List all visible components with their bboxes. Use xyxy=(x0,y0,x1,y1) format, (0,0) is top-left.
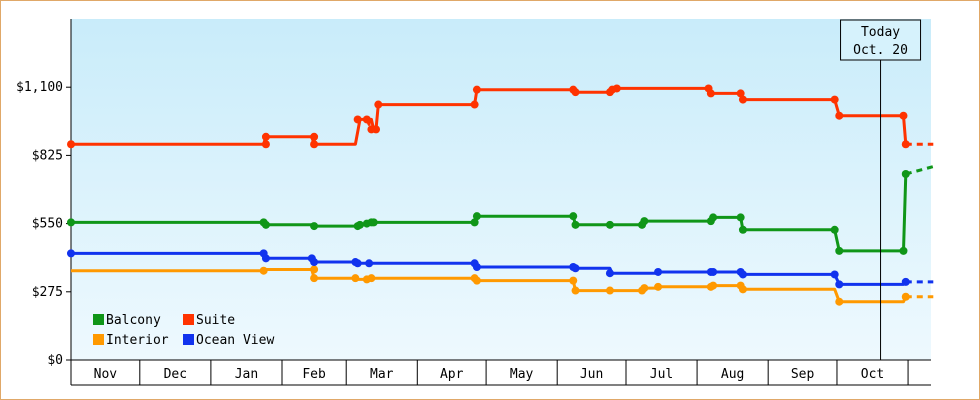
legend-label-interior: Interior xyxy=(106,333,169,348)
data-point xyxy=(901,292,910,301)
data-point xyxy=(612,84,621,93)
data-point xyxy=(901,170,910,178)
data-point xyxy=(310,265,319,274)
y-tick-label: $825 xyxy=(32,148,63,163)
month-label: Jul xyxy=(650,367,673,382)
data-point xyxy=(472,263,481,271)
month-label: Aug xyxy=(721,367,744,382)
data-point xyxy=(372,125,381,134)
data-point xyxy=(899,111,908,120)
data-point xyxy=(369,218,378,227)
data-point xyxy=(259,266,268,275)
data-point xyxy=(736,89,745,98)
plot-area xyxy=(71,19,931,360)
today-label: Today xyxy=(861,25,900,40)
data-point xyxy=(640,217,649,226)
month-label: May xyxy=(510,367,534,382)
data-point xyxy=(67,249,75,258)
data-point xyxy=(261,220,270,229)
data-point xyxy=(470,218,479,227)
data-point xyxy=(67,140,75,149)
data-point xyxy=(362,115,371,124)
month-label: Nov xyxy=(94,367,118,382)
data-point xyxy=(571,88,580,97)
data-point xyxy=(571,220,580,229)
month-label: Sep xyxy=(791,367,815,382)
data-point xyxy=(835,246,844,255)
month-label: Oct xyxy=(861,367,884,382)
data-point xyxy=(736,213,745,222)
month-label: Feb xyxy=(302,367,326,382)
data-point xyxy=(310,222,319,231)
data-point xyxy=(353,115,362,124)
data-point xyxy=(605,269,614,278)
y-tick-label: $275 xyxy=(32,285,63,300)
legend-label-balcony: Balcony xyxy=(106,313,161,328)
legend-swatch-suite xyxy=(183,314,194,325)
data-point xyxy=(901,277,910,286)
data-point xyxy=(738,95,747,104)
month-label: Mar xyxy=(370,367,394,382)
data-point xyxy=(901,140,910,149)
data-point xyxy=(472,212,481,221)
legend-swatch-interior xyxy=(93,334,104,345)
data-point xyxy=(640,284,649,293)
month-label: Jun xyxy=(580,367,603,382)
data-point xyxy=(738,270,747,279)
data-point xyxy=(569,276,578,285)
month-label: Apr xyxy=(440,367,464,382)
data-point xyxy=(654,282,663,291)
legend-swatch-balcony xyxy=(93,314,104,325)
data-point xyxy=(374,100,383,109)
data-point xyxy=(472,85,481,94)
data-point xyxy=(355,220,364,229)
data-point xyxy=(261,254,270,263)
data-point xyxy=(738,225,747,234)
data-point xyxy=(571,264,580,273)
legend-label-suite: Suite xyxy=(196,313,235,328)
data-point xyxy=(367,274,376,283)
data-point xyxy=(654,267,663,276)
legend-label-ocean-view: Ocean View xyxy=(196,333,274,348)
data-point xyxy=(67,218,75,227)
month-label: Jan xyxy=(235,367,258,382)
data-point xyxy=(738,285,747,294)
data-point xyxy=(571,286,580,295)
data-point xyxy=(605,220,614,229)
projection-line-balcony xyxy=(905,165,934,176)
legend-swatch-ocean-view xyxy=(183,334,194,345)
y-tick-label: $0 xyxy=(47,353,63,368)
data-point xyxy=(830,270,839,279)
data-point xyxy=(351,274,360,283)
data-point xyxy=(830,95,839,104)
data-point xyxy=(261,140,270,149)
data-point xyxy=(835,111,844,120)
data-point xyxy=(472,276,481,285)
y-tick-label: $550 xyxy=(32,217,63,232)
month-label: Dec xyxy=(164,367,187,382)
data-point xyxy=(569,212,578,221)
data-point xyxy=(310,274,319,283)
data-point xyxy=(830,225,839,234)
data-point xyxy=(835,280,844,289)
data-point xyxy=(709,267,718,276)
data-point xyxy=(709,281,718,290)
data-point xyxy=(365,259,374,268)
data-point xyxy=(353,259,362,268)
data-point xyxy=(709,213,718,222)
data-point xyxy=(835,297,844,306)
data-point xyxy=(470,100,479,109)
data-point xyxy=(899,246,908,255)
data-point xyxy=(605,286,614,295)
today-date: Oct. 20 xyxy=(853,43,908,58)
today-box xyxy=(840,19,922,61)
data-point xyxy=(706,89,715,98)
data-point xyxy=(310,140,319,149)
data-point xyxy=(310,258,319,267)
y-tick-label: $1,100 xyxy=(16,80,63,95)
data-point xyxy=(310,132,319,141)
data-point xyxy=(261,132,270,141)
